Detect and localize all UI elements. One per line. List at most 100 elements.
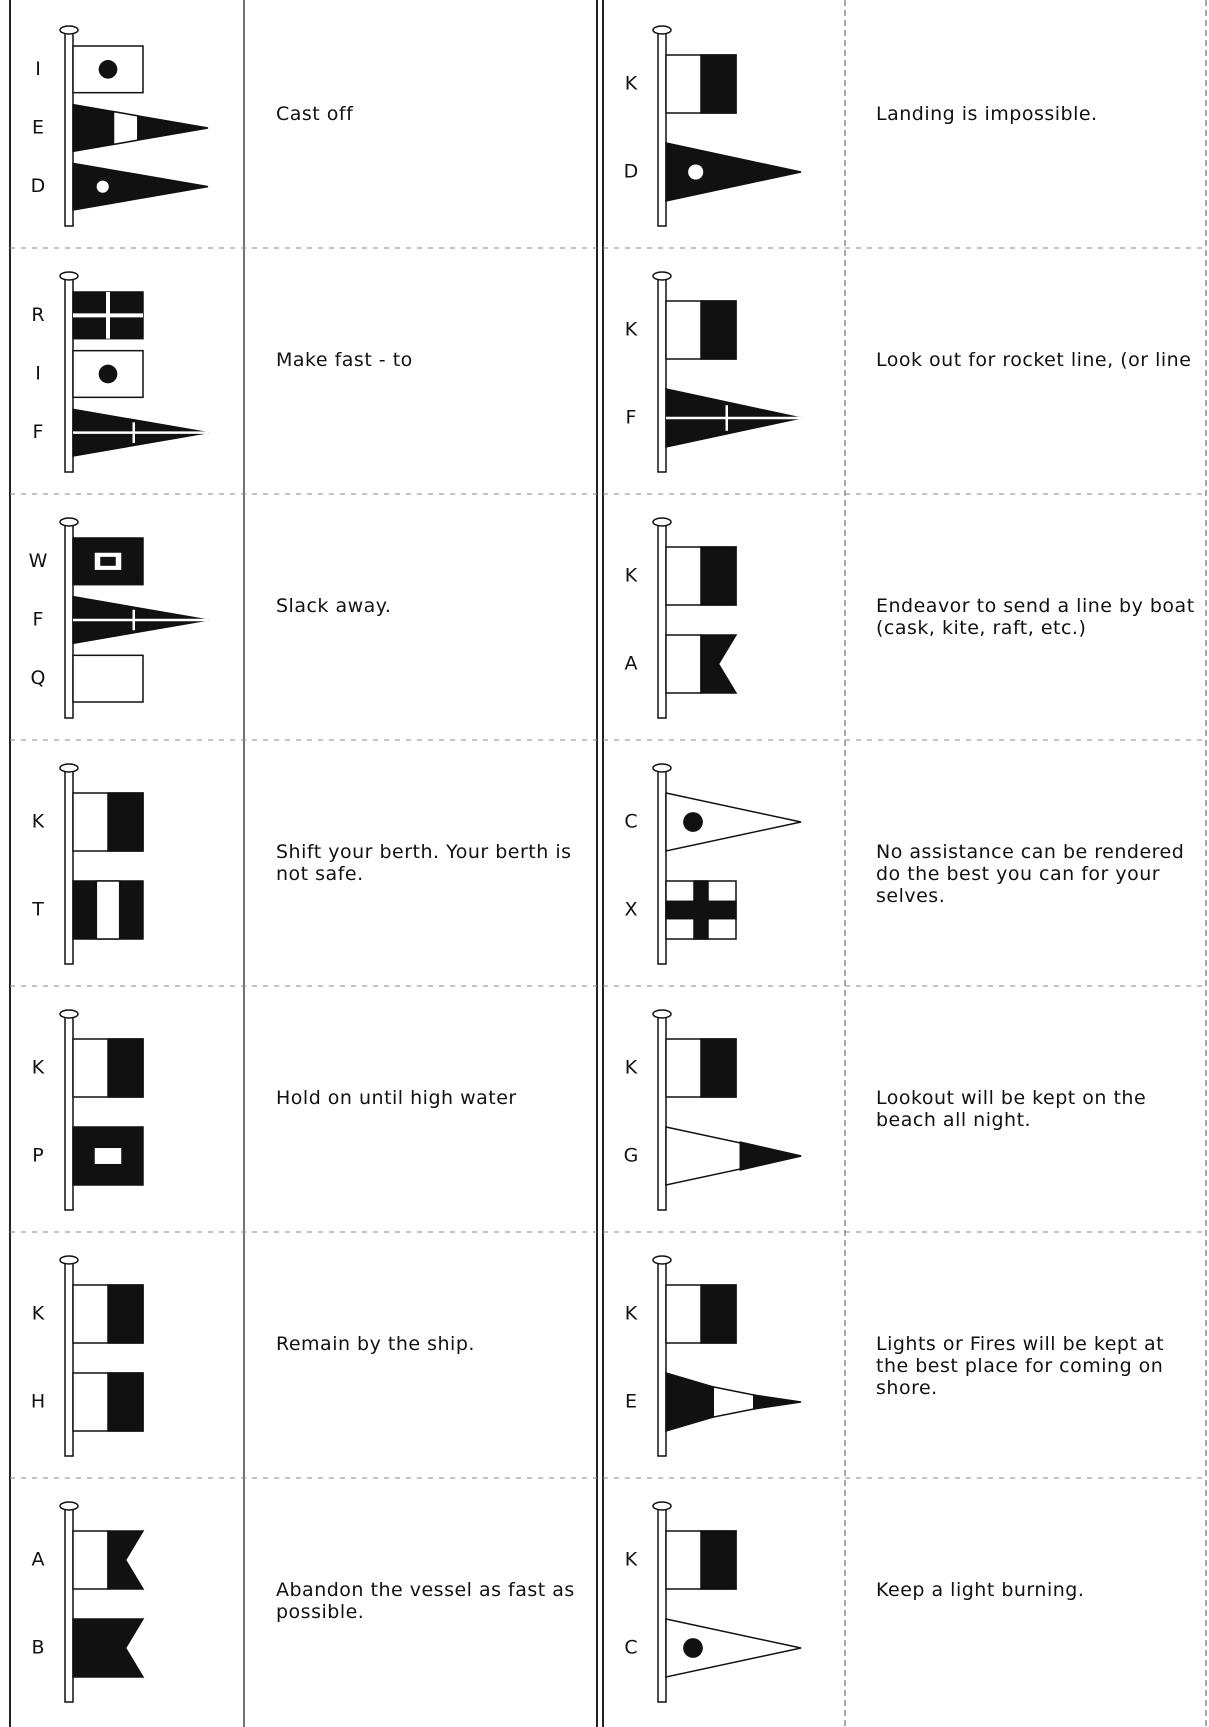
pole-knob bbox=[652, 271, 672, 281]
pole-knob bbox=[652, 25, 672, 35]
flag-letter: F bbox=[626, 407, 637, 429]
flag-part bbox=[753, 1394, 802, 1410]
flag-part bbox=[98, 60, 118, 79]
flag-pole bbox=[657, 767, 667, 965]
meaning: Lookout will be kept on the beach all ni… bbox=[876, 1087, 1147, 1131]
meaning: Remain by the ship. bbox=[276, 1333, 475, 1355]
flag-part bbox=[107, 1038, 144, 1098]
flag-part bbox=[700, 1530, 737, 1590]
flag-part bbox=[665, 1126, 802, 1186]
flag-letter: C bbox=[624, 811, 637, 833]
pole-knob bbox=[59, 1255, 79, 1265]
flag-part bbox=[739, 1141, 802, 1171]
flag-pole bbox=[657, 1505, 667, 1703]
flag-part bbox=[700, 634, 738, 694]
flag-letter: K bbox=[32, 1303, 45, 1325]
flag-letter: K bbox=[32, 811, 45, 833]
flag-part bbox=[112, 110, 139, 146]
meaning: Look out for rocket line, (or line bbox=[876, 349, 1192, 371]
flag-part bbox=[93, 1146, 123, 1166]
meaning: Cast off bbox=[276, 103, 354, 125]
meaning: Shift your berth. Your berth is not safe… bbox=[276, 841, 572, 885]
flag-letter: K bbox=[625, 1057, 638, 1079]
flag-part bbox=[700, 300, 737, 360]
flag-part bbox=[712, 1386, 755, 1418]
flag-part bbox=[72, 103, 209, 153]
flag-letter: A bbox=[32, 1549, 45, 1571]
flag-part bbox=[665, 792, 802, 852]
pole-knob bbox=[59, 1009, 79, 1019]
flag-pole bbox=[657, 1013, 667, 1211]
flag-pole bbox=[64, 1505, 74, 1703]
flag-letter: P bbox=[32, 1145, 43, 1167]
flag-pole bbox=[64, 275, 74, 473]
pole-knob bbox=[652, 1255, 672, 1265]
pole-knob bbox=[652, 763, 672, 773]
flag-part bbox=[665, 900, 737, 920]
flag-letter: Q bbox=[31, 667, 46, 689]
flag-part bbox=[665, 142, 802, 202]
flag-letter: K bbox=[625, 73, 638, 95]
flag-letter: A bbox=[625, 653, 638, 675]
meaning: Make fast - to bbox=[276, 349, 413, 371]
flag-letter: E bbox=[32, 117, 44, 139]
flag-part bbox=[700, 54, 737, 114]
flag-part bbox=[96, 180, 109, 193]
pole-knob bbox=[59, 763, 79, 773]
meaning: Keep a light burning. bbox=[876, 1579, 1085, 1601]
flag-letter: H bbox=[31, 1391, 45, 1413]
flag-part bbox=[72, 1618, 145, 1678]
flag-letter: G bbox=[624, 1145, 639, 1167]
flag-part bbox=[98, 364, 118, 384]
flag-pole bbox=[657, 521, 667, 719]
flag-pole bbox=[657, 1259, 667, 1457]
flag-part bbox=[700, 546, 737, 606]
flag-letter: W bbox=[29, 550, 48, 572]
flag-letter: I bbox=[35, 58, 41, 80]
meaning: Slack away. bbox=[276, 595, 392, 617]
flag-part bbox=[72, 654, 144, 703]
meaning: Hold on until high water bbox=[276, 1087, 517, 1109]
flag-part bbox=[700, 1284, 737, 1344]
flag-letter: K bbox=[32, 1057, 45, 1079]
flag-pole bbox=[64, 521, 74, 719]
flag-part bbox=[107, 1372, 144, 1432]
flag-part bbox=[700, 1038, 737, 1098]
flag-letter: T bbox=[31, 899, 44, 921]
flag-letter: K bbox=[625, 1303, 638, 1325]
meaning: Abandon the vessel as fast as possible. bbox=[276, 1579, 575, 1623]
flag-part bbox=[72, 45, 144, 94]
flag-part bbox=[688, 164, 704, 180]
flag-letter: C bbox=[624, 1637, 637, 1659]
flag-letter: X bbox=[624, 899, 637, 921]
flag-letter: K bbox=[625, 565, 638, 587]
flag-part bbox=[95, 880, 121, 940]
flag-letter: D bbox=[31, 175, 46, 197]
flag-pole bbox=[64, 1013, 74, 1211]
meaning: Lights or Fires will be kept at the best… bbox=[876, 1333, 1165, 1399]
flag-part bbox=[665, 1618, 802, 1678]
flag-pole bbox=[64, 29, 74, 227]
flag-part bbox=[665, 634, 702, 694]
flag-letter: F bbox=[33, 421, 44, 443]
flag-letter: K bbox=[625, 319, 638, 341]
pole-knob bbox=[652, 1009, 672, 1019]
flag-part bbox=[107, 1284, 144, 1344]
flag-part bbox=[107, 792, 144, 852]
flag-letter: I bbox=[35, 363, 41, 385]
flag-pole bbox=[64, 1259, 74, 1457]
pole-knob bbox=[59, 25, 79, 35]
flag-pole bbox=[657, 29, 667, 227]
pole-knob bbox=[59, 517, 79, 527]
flag-part bbox=[683, 812, 703, 832]
flag-part bbox=[683, 1638, 703, 1658]
meaning: Landing is impossible. bbox=[876, 103, 1098, 125]
flag-letter: B bbox=[31, 1637, 44, 1659]
flag-part bbox=[665, 1371, 714, 1433]
flag-letter: R bbox=[31, 304, 44, 326]
pole-knob bbox=[59, 1501, 79, 1511]
flag-part bbox=[100, 556, 116, 566]
meaning: Endeavor to send a line by boat (cask, k… bbox=[876, 595, 1195, 639]
flag-part bbox=[72, 1530, 109, 1590]
